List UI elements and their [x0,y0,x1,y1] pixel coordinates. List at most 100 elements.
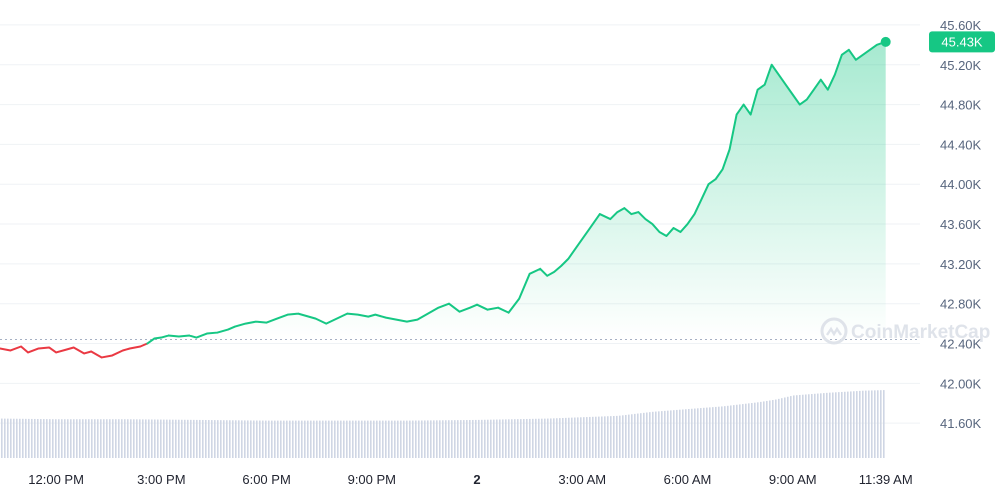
volume-bar [109,419,111,458]
volume-bar [868,390,870,458]
volume-bar [745,403,747,458]
volume-bar [280,420,282,458]
coinmarketcap-logo-icon [820,317,848,345]
volume-bar [721,406,723,458]
volume-bar [844,391,846,458]
volume-bar [760,401,762,458]
volume-bar [295,420,297,458]
volume-bar [343,420,345,458]
volume-bar [142,419,144,458]
volume-bar [859,390,861,458]
volume-bar [538,418,540,458]
y-tick-label: 44.80K [940,98,982,113]
volume-bar [565,417,567,458]
volume-bar [73,419,75,458]
volume-bar [220,420,222,458]
volume-bar [82,419,84,458]
volume-bar [727,405,729,458]
x-tick-label: 2 [473,472,480,487]
volume-bar [532,418,534,458]
volume-bar [790,396,792,458]
volume-bar [781,398,783,458]
volume-bar [703,407,705,458]
volume-bar [16,418,18,458]
volume-bar [151,419,153,458]
volume-bar [658,411,660,458]
volume-bar [193,419,195,458]
volume-bar [862,390,864,458]
volume-bar [841,391,843,458]
volume-bar [679,409,681,458]
watermark: CoinMarketCap [820,317,990,345]
volume-bar [178,419,180,458]
volume-bar [454,420,456,458]
volume-bar [256,420,258,458]
volume-bar [733,405,735,458]
y-tick-label: 45.20K [940,58,982,73]
volume-bar [427,420,429,458]
volume-bar [388,420,390,458]
volume-bar [31,418,33,458]
volume-bar [133,419,135,458]
y-tick-label: 44.40K [940,137,982,152]
volume-bar [778,398,780,458]
volume-bar [148,419,150,458]
volume-bar [751,403,753,458]
volume-bar [397,420,399,458]
volume-bar [439,420,441,458]
volume-bar [487,419,489,458]
volume-bar [568,417,570,458]
volume-bar [601,416,603,458]
volume-bar [76,419,78,458]
volume-bar [412,420,414,458]
price-area-fill [154,41,886,340]
volume-bar [541,418,543,458]
volume-bar [823,393,825,458]
volume-bar [199,419,201,458]
volume-bar [160,419,162,458]
volume-bar [493,419,495,458]
volume-bar [607,416,609,458]
volume-bar [67,419,69,458]
volume-bar [184,419,186,458]
volume-bar [217,420,219,458]
volume-bar [235,420,237,458]
volume-bar [466,420,468,458]
volume-bar [784,397,786,458]
volume-bar [529,418,531,458]
volume-bar [505,419,507,458]
volume-bar [85,419,87,458]
volume-bar [391,420,393,458]
volume-bar [106,419,108,458]
volume-bar [418,420,420,458]
price-line [0,40,887,359]
volume-bar [286,420,288,458]
volume-bar [559,418,561,458]
volume-bar [136,419,138,458]
volume-bar [883,390,885,458]
y-tick-label: 42.00K [940,376,982,391]
volume-bar [385,420,387,458]
volume-bar [589,416,591,458]
volume-bar [46,419,48,458]
volume-bar [700,408,702,458]
volume-bar [625,414,627,458]
volume-bar [406,420,408,458]
volume-bar [736,404,738,458]
volume-bar [304,420,306,458]
volume-bar [838,392,840,458]
volume-bar [19,418,21,458]
volume-bar [526,418,528,458]
volume-bar [175,419,177,458]
volume-bar [130,419,132,458]
price-line-above-open [146,40,887,345]
volume-bar [331,420,333,458]
volume-bar [649,412,651,458]
volume-bar [475,419,477,458]
volume-bar [340,420,342,458]
volume-bar [79,419,81,458]
volume-bar [805,394,807,458]
volume-bar [592,416,594,458]
volume-bar [400,420,402,458]
